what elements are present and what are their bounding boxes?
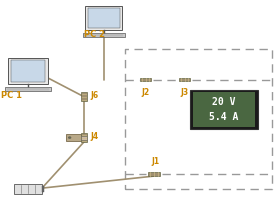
Bar: [14, 184, 42, 194]
Text: J2: J2: [141, 88, 150, 97]
Bar: [6, 87, 50, 91]
Bar: [66, 134, 81, 141]
Text: J4: J4: [90, 132, 98, 141]
Bar: [81, 133, 87, 142]
Bar: [193, 92, 255, 127]
Circle shape: [68, 136, 71, 139]
Text: PC 2: PC 2: [84, 30, 105, 39]
Bar: [140, 78, 151, 81]
Bar: [42, 186, 44, 192]
Bar: [88, 8, 120, 28]
Bar: [190, 90, 258, 129]
Bar: [85, 6, 122, 30]
Text: J1: J1: [151, 157, 160, 166]
Text: 20 V: 20 V: [212, 97, 236, 107]
Text: J3: J3: [181, 88, 189, 97]
Text: PC 1: PC 1: [1, 91, 22, 100]
Text: 5.4 A: 5.4 A: [209, 112, 239, 122]
Bar: [148, 172, 160, 176]
Bar: [81, 136, 87, 140]
Bar: [179, 78, 190, 81]
Bar: [83, 33, 125, 37]
Bar: [81, 92, 87, 101]
Text: J6: J6: [90, 91, 98, 100]
Bar: [8, 58, 48, 84]
Bar: [11, 60, 45, 82]
